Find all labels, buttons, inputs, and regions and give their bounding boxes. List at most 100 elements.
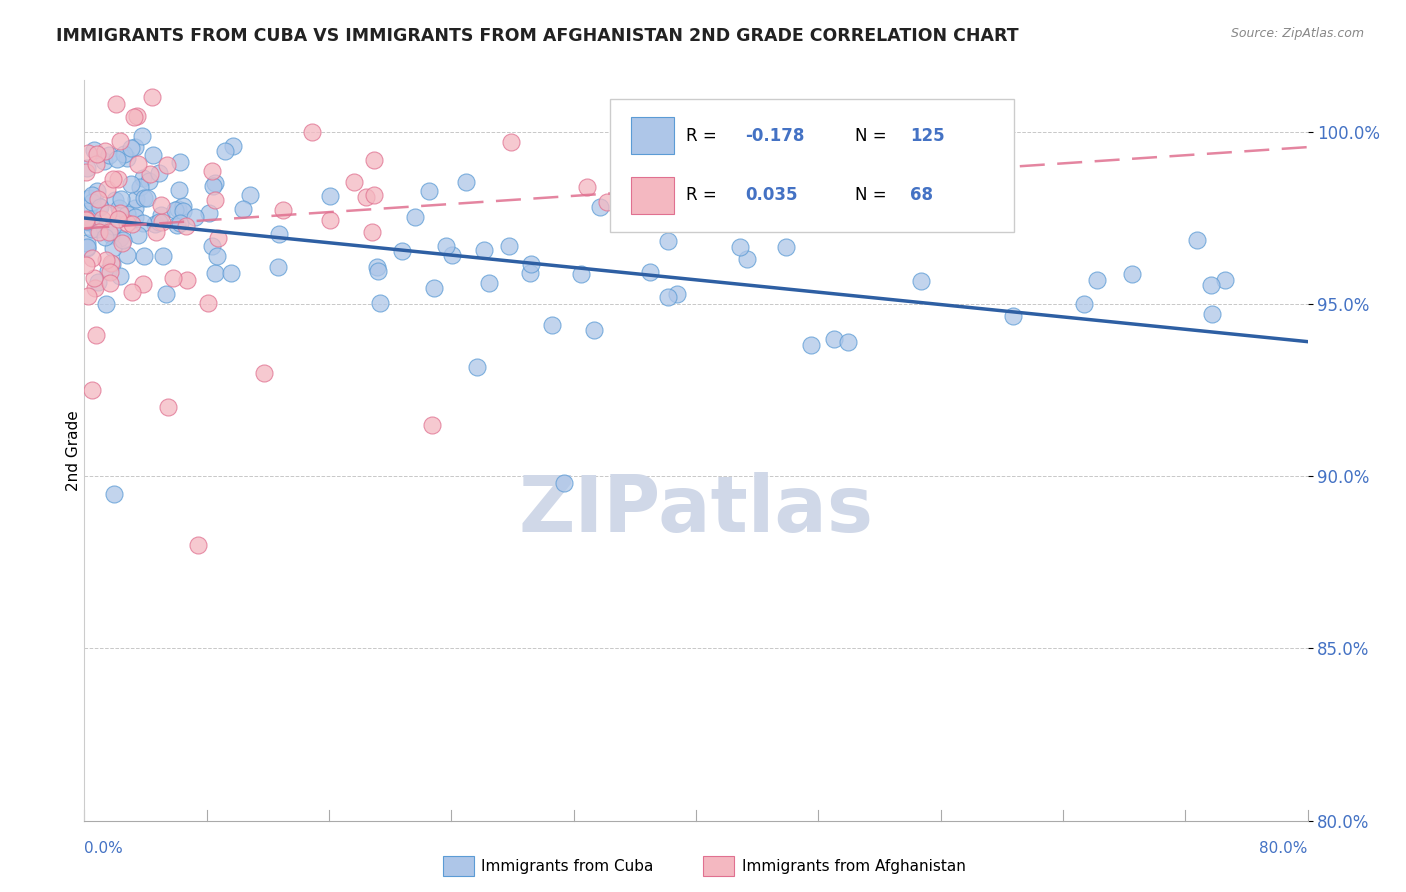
Point	[76, 204, 98, 219]
Point	[86, 327, 108, 342]
Point	[569, 268, 592, 282]
Point	[207, 231, 229, 245]
Point	[76, 241, 98, 255]
Point	[90, 212, 112, 227]
Point	[343, 175, 366, 189]
Point	[197, 205, 219, 219]
Point	[169, 182, 191, 196]
Point	[80, 251, 103, 265]
Point	[319, 213, 342, 227]
Point	[361, 225, 384, 239]
Bar	[631, 177, 673, 213]
Point	[82, 194, 104, 209]
Point	[174, 219, 197, 234]
Point	[76, 146, 98, 161]
Point	[1085, 273, 1108, 287]
Point	[368, 296, 391, 310]
Point	[172, 199, 194, 213]
Point	[82, 188, 104, 202]
Point	[366, 260, 388, 275]
Point	[728, 239, 751, 253]
Text: R =: R =	[686, 127, 723, 145]
Point	[1002, 310, 1025, 324]
Point	[98, 277, 121, 291]
Point	[107, 172, 129, 186]
Point	[553, 476, 575, 491]
Point	[319, 188, 342, 202]
Point	[420, 417, 443, 432]
Point	[657, 234, 679, 248]
Point	[657, 290, 679, 304]
Point	[76, 161, 98, 175]
Point	[115, 206, 138, 220]
Point	[97, 225, 120, 239]
Point	[404, 210, 426, 224]
FancyBboxPatch shape	[610, 99, 1014, 232]
Point	[94, 252, 117, 267]
Point	[149, 208, 172, 222]
Point	[363, 188, 385, 202]
Y-axis label: 2nd Grade: 2nd Grade	[66, 410, 80, 491]
Point	[204, 177, 226, 191]
Point	[122, 110, 145, 124]
Point	[101, 172, 124, 186]
Point	[132, 170, 155, 185]
Point	[94, 229, 117, 244]
Point	[101, 257, 124, 271]
Point	[166, 218, 188, 232]
Point	[97, 206, 120, 220]
Point	[97, 264, 120, 278]
Point	[89, 199, 111, 213]
Point	[108, 134, 131, 148]
Point	[1213, 273, 1236, 287]
Point	[93, 220, 115, 235]
Point	[97, 148, 120, 162]
Point	[269, 227, 291, 241]
Point	[735, 252, 758, 266]
Point	[162, 271, 184, 285]
Point	[197, 296, 219, 310]
Point	[121, 285, 143, 299]
Point	[128, 180, 150, 194]
Point	[100, 228, 122, 243]
Point	[83, 143, 105, 157]
Text: IMMIGRANTS FROM CUBA VS IMMIGRANTS FROM AFGHANISTAN 2ND GRADE CORRELATION CHART: IMMIGRANTS FROM CUBA VS IMMIGRANTS FROM …	[56, 27, 1019, 45]
Point	[115, 248, 138, 262]
Point	[108, 230, 131, 244]
Point	[105, 152, 128, 166]
Text: Immigrants from Afghanistan: Immigrants from Afghanistan	[742, 859, 966, 873]
Point	[80, 222, 103, 236]
Point	[498, 238, 520, 252]
Point	[86, 147, 108, 161]
Point	[115, 216, 138, 230]
Point	[148, 214, 170, 228]
Point	[82, 383, 104, 397]
Point	[214, 145, 236, 159]
Point	[301, 125, 323, 139]
Point	[541, 318, 564, 332]
Point	[115, 151, 138, 165]
Point	[89, 200, 111, 214]
Point	[201, 239, 224, 253]
Point	[110, 192, 132, 206]
Point	[134, 190, 156, 204]
Point	[222, 139, 245, 153]
Point	[1073, 296, 1095, 310]
Point	[1201, 278, 1223, 293]
Point	[93, 154, 115, 169]
Point	[201, 163, 224, 178]
Point	[156, 158, 179, 172]
Point	[108, 206, 131, 220]
Point	[184, 210, 207, 224]
Point	[499, 135, 522, 149]
Text: R =: R =	[686, 186, 723, 204]
Point	[478, 276, 501, 290]
Point	[582, 323, 605, 337]
Point	[367, 264, 389, 278]
Point	[100, 256, 122, 270]
Point	[640, 197, 662, 211]
Point	[638, 265, 661, 279]
Point	[98, 265, 121, 279]
Point	[124, 140, 146, 154]
Point	[108, 268, 131, 283]
